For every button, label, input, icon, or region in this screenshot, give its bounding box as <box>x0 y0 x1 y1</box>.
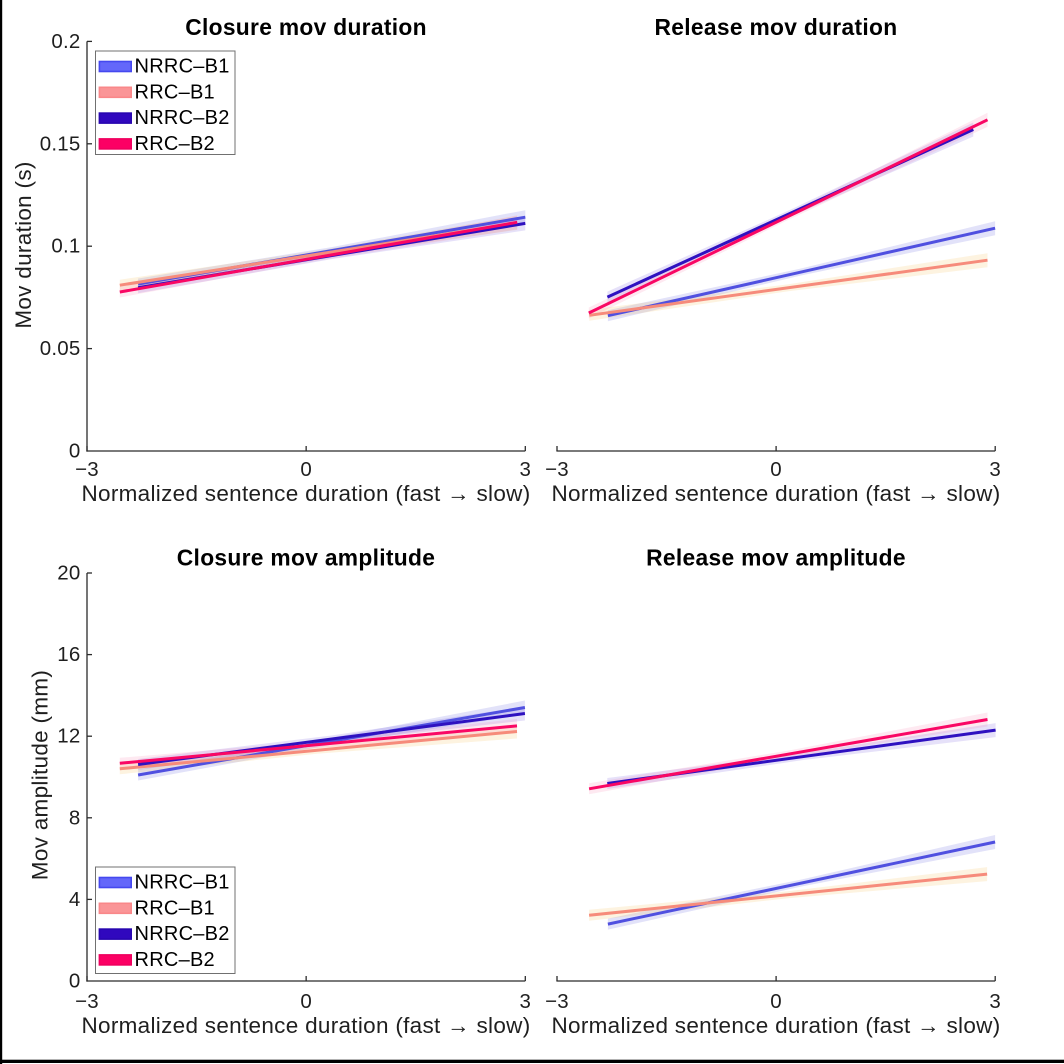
svg-text:Closure mov duration: Closure mov duration <box>185 14 427 40</box>
svg-text:0: 0 <box>770 458 782 481</box>
svg-text:NRRC–B1: NRRC–B1 <box>135 872 230 894</box>
svg-text:8: 8 <box>69 806 81 829</box>
svg-text:Release mov duration: Release mov duration <box>655 14 898 40</box>
svg-text:0: 0 <box>770 990 782 1013</box>
svg-text:RRC–B2: RRC–B2 <box>135 949 215 971</box>
svg-text:Closure mov amplitude: Closure mov amplitude <box>177 545 435 571</box>
svg-text:0.15: 0.15 <box>40 132 81 155</box>
svg-text:16: 16 <box>57 643 80 666</box>
svg-text:RRC–B1: RRC–B1 <box>135 897 215 919</box>
svg-text:Mov duration (s): Mov duration (s) <box>11 161 36 328</box>
svg-text:−3: −3 <box>75 458 99 481</box>
svg-text:12: 12 <box>57 725 80 748</box>
svg-text:Normalized sentence duration (: Normalized sentence duration (fast → slo… <box>551 481 1000 506</box>
svg-text:NRRC–B2: NRRC–B2 <box>135 923 230 945</box>
svg-text:3: 3 <box>519 458 531 481</box>
svg-text:Normalized sentence duration (: Normalized sentence duration (fast → slo… <box>81 481 530 506</box>
svg-text:−3: −3 <box>75 990 99 1013</box>
svg-text:Mov amplitude (mm): Mov amplitude (mm) <box>28 670 53 880</box>
svg-text:NRRC–B2: NRRC–B2 <box>135 107 230 129</box>
svg-text:3: 3 <box>989 458 1001 481</box>
svg-text:RRC–B2: RRC–B2 <box>135 133 215 155</box>
svg-text:RRC–B1: RRC–B1 <box>135 81 215 103</box>
svg-text:3: 3 <box>519 990 531 1013</box>
svg-text:0: 0 <box>69 440 81 463</box>
svg-text:Release mov amplitude: Release mov amplitude <box>646 545 906 571</box>
svg-text:3: 3 <box>989 990 1001 1013</box>
svg-text:−3: −3 <box>545 458 569 481</box>
svg-text:0.05: 0.05 <box>40 337 81 360</box>
svg-text:0.2: 0.2 <box>51 30 80 53</box>
svg-text:Normalized sentence duration (: Normalized sentence duration (fast → slo… <box>81 1013 530 1038</box>
svg-text:0.1: 0.1 <box>51 235 80 258</box>
svg-text:NRRC–B1: NRRC–B1 <box>135 56 230 78</box>
svg-text:0: 0 <box>300 990 312 1013</box>
svg-text:0: 0 <box>69 970 81 993</box>
svg-text:−3: −3 <box>545 990 569 1013</box>
svg-text:0: 0 <box>300 458 312 481</box>
svg-text:Normalized sentence duration (: Normalized sentence duration (fast → slo… <box>551 1013 1000 1038</box>
svg-text:4: 4 <box>69 888 81 911</box>
svg-text:20: 20 <box>57 562 80 585</box>
